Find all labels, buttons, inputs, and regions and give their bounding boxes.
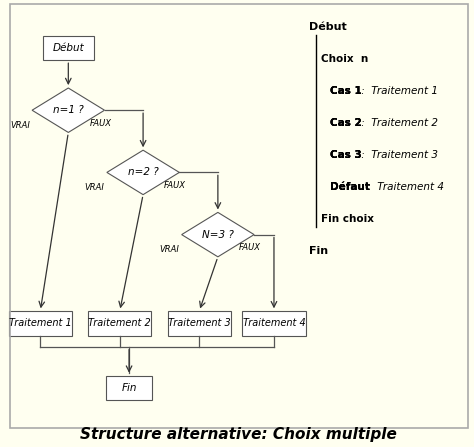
- Text: FAUX: FAUX: [164, 181, 186, 190]
- Text: :  Traitement 3: : Traitement 3: [358, 150, 438, 160]
- Text: Fin choix: Fin choix: [321, 214, 374, 224]
- FancyBboxPatch shape: [43, 36, 94, 60]
- Text: FAUX: FAUX: [89, 119, 111, 128]
- Text: Cas 3: Cas 3: [330, 150, 362, 160]
- Text: n=1 ?: n=1 ?: [53, 105, 84, 115]
- Text: :  Traitement 4: : Traitement 4: [364, 182, 444, 192]
- Text: Début: Début: [309, 22, 347, 32]
- Text: :  Traitement 2: : Traitement 2: [358, 118, 438, 128]
- FancyBboxPatch shape: [88, 311, 151, 336]
- Text: VRAI: VRAI: [10, 121, 30, 130]
- Text: VRAI: VRAI: [85, 183, 105, 192]
- Polygon shape: [182, 212, 254, 257]
- Text: Cas 1: Cas 1: [330, 86, 362, 96]
- Text: Cas 2: Cas 2: [330, 118, 362, 128]
- Text: Traitement 2: Traitement 2: [88, 318, 151, 329]
- Text: FAUX: FAUX: [239, 243, 261, 252]
- Text: VRAI: VRAI: [159, 245, 179, 254]
- Polygon shape: [32, 88, 105, 132]
- Text: Défaut: Défaut: [330, 182, 370, 192]
- Text: Choix  n: Choix n: [321, 54, 368, 64]
- Text: Fin: Fin: [121, 383, 137, 393]
- Text: Cas 1: Cas 1: [330, 86, 362, 96]
- Polygon shape: [107, 150, 179, 194]
- Text: Fin: Fin: [309, 246, 328, 256]
- Text: Défaut: Défaut: [330, 182, 370, 192]
- Text: Cas 3: Cas 3: [330, 150, 362, 160]
- Text: Traitement 3: Traitement 3: [168, 318, 230, 329]
- FancyBboxPatch shape: [9, 311, 72, 336]
- Text: Début: Début: [53, 43, 84, 53]
- Text: Traitement 1: Traitement 1: [9, 318, 72, 329]
- Text: Cas 3: Cas 3: [330, 150, 362, 160]
- FancyBboxPatch shape: [168, 311, 231, 336]
- Text: Cas 2: Cas 2: [330, 118, 362, 128]
- Text: Cas 1: Cas 1: [330, 86, 362, 96]
- FancyBboxPatch shape: [242, 311, 306, 336]
- Text: Traitement 4: Traitement 4: [243, 318, 305, 329]
- Text: n=2 ?: n=2 ?: [128, 168, 158, 177]
- Text: Structure alternative: Choix multiple: Structure alternative: Choix multiple: [81, 427, 397, 442]
- Text: :  Traitement 1: : Traitement 1: [358, 86, 438, 96]
- FancyBboxPatch shape: [106, 375, 153, 400]
- Text: Défaut: Défaut: [330, 182, 370, 192]
- Text: Cas 2: Cas 2: [330, 118, 362, 128]
- Text: N=3 ?: N=3 ?: [202, 230, 234, 240]
